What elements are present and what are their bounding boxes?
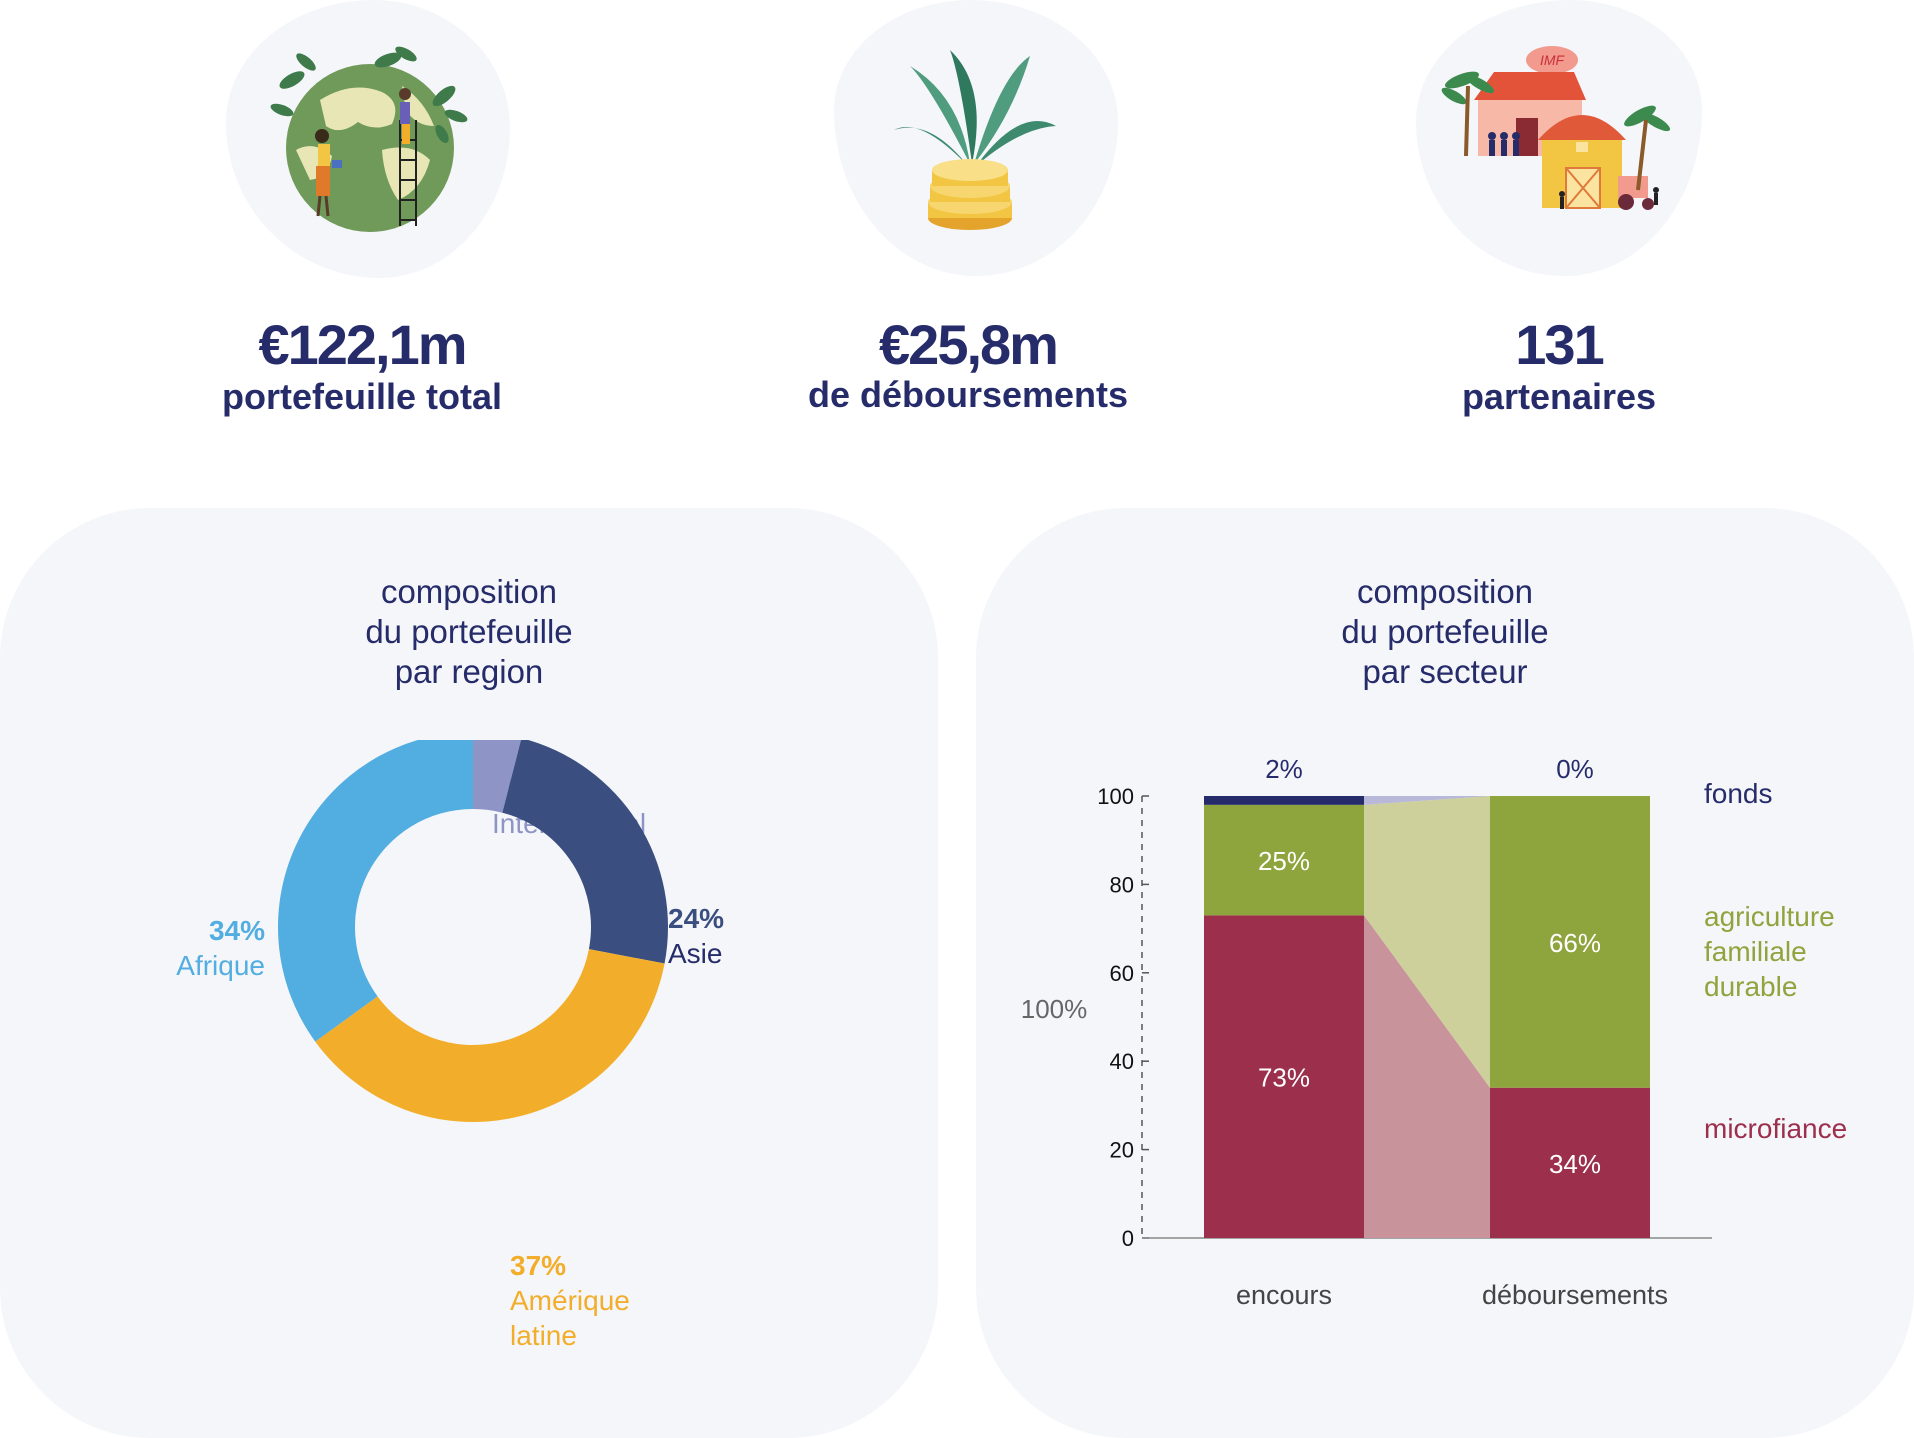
farm-imf-icon: IMF — [1441, 46, 1671, 210]
sector-title-line-3: par secteur — [1362, 653, 1528, 690]
legend-item-1: agriculture familiale durable — [1704, 901, 1835, 1002]
stat-disbursements-value: €25,8m — [879, 313, 1059, 376]
bar-value-label: 25% — [1258, 846, 1310, 876]
donut-label-pct: 24% — [668, 903, 724, 934]
donut-label-pct: 34% — [209, 915, 265, 946]
bar-value-label: 34% — [1549, 1149, 1601, 1179]
region-title-line-1: composition — [380, 573, 558, 610]
bar-segment-1-1 — [1490, 796, 1650, 1088]
bar-segment-0-1 — [1490, 1087, 1650, 1238]
region-title-line-2: du portefeuille — [365, 613, 573, 650]
donut-label-name: Amérique — [510, 1285, 630, 1316]
legend-label: familiale — [1704, 936, 1807, 967]
bar-value-label: 2% — [1265, 754, 1303, 784]
bar-segment-2-0 — [1204, 796, 1364, 805]
bar-value-label: 0% — [1556, 754, 1594, 784]
donut-label-3: 34% Afrique — [176, 915, 265, 981]
y-tick-label: 100 — [1097, 784, 1134, 809]
sector-panel-title: composition du portefeuille par secteur — [1145, 572, 1745, 692]
legend-label: durable — [1704, 971, 1797, 1002]
x-category-label: déboursements — [1482, 1280, 1668, 1310]
y-axis-label: 100% — [1021, 994, 1088, 1024]
bar-segment-1-0 — [1204, 804, 1364, 916]
y-tick-label: 80 — [1110, 872, 1134, 897]
y-tick-label: 0 — [1122, 1226, 1134, 1251]
bar-segment-0-0 — [1204, 915, 1364, 1238]
sector-stacked-bar-chart: 0 20 40 60 80 100 100% 73% 34% 25% 66% 2% 0% encours d… — [1021, 754, 1847, 1310]
legend-item-2: fonds — [1704, 778, 1773, 809]
bar-value-label: 73% — [1258, 1063, 1310, 1093]
donut-slice-2 — [315, 949, 665, 1122]
sector-title-line-2: du portefeuille — [1341, 613, 1549, 650]
donut-label-2: 37% Amérique latine — [510, 1250, 630, 1351]
x-category-label: encours — [1236, 1280, 1332, 1310]
donut-label-name: latine — [510, 1320, 577, 1351]
bar-value-label: 66% — [1549, 928, 1601, 958]
region-panel — [0, 508, 938, 1438]
legend-item-0: microfiance — [1704, 1113, 1847, 1144]
donut-slice-1 — [502, 740, 668, 964]
legend-label: agriculture — [1704, 901, 1835, 932]
legend-label: microfiance — [1704, 1113, 1847, 1144]
donut-slice-3 — [278, 740, 473, 1042]
donut-label-pct: 37% — [510, 1250, 566, 1281]
stat-partners-label: partenaires — [1461, 376, 1657, 417]
region-donut-chart: 5%International24%Asie37%Amériquelatine3… — [176, 740, 724, 1351]
stat-partners-value: 131 — [1515, 313, 1604, 376]
stat-disbursements-label: de déboursements — [807, 374, 1129, 415]
y-tick-label: 60 — [1110, 961, 1134, 986]
region-panel-title: composition du portefeuille par region — [169, 572, 769, 692]
legend-label: fonds — [1704, 778, 1773, 809]
imf-sign: IMF — [1540, 52, 1566, 68]
stat-portfolio-label: portefeuille total — [221, 376, 503, 417]
region-title-line-3: par region — [394, 653, 544, 690]
y-tick-label: 40 — [1110, 1049, 1134, 1074]
sector-title-line-1: composition — [1356, 573, 1534, 610]
stat-portfolio-value: €122,1m — [258, 313, 467, 376]
plant-coins-icon — [894, 50, 1056, 230]
donut-label-name: Afrique — [176, 950, 265, 981]
stat-2-background — [834, 0, 1118, 276]
donut-label-1: 24% Asie — [668, 903, 724, 969]
connector-0 — [1364, 915, 1490, 1238]
donut-label-name: Asie — [668, 938, 722, 969]
connector-1 — [1364, 796, 1490, 1088]
y-tick-label: 20 — [1110, 1138, 1134, 1163]
globe-gardeners-icon — [270, 46, 468, 232]
donut-slice-0 — [473, 740, 522, 813]
